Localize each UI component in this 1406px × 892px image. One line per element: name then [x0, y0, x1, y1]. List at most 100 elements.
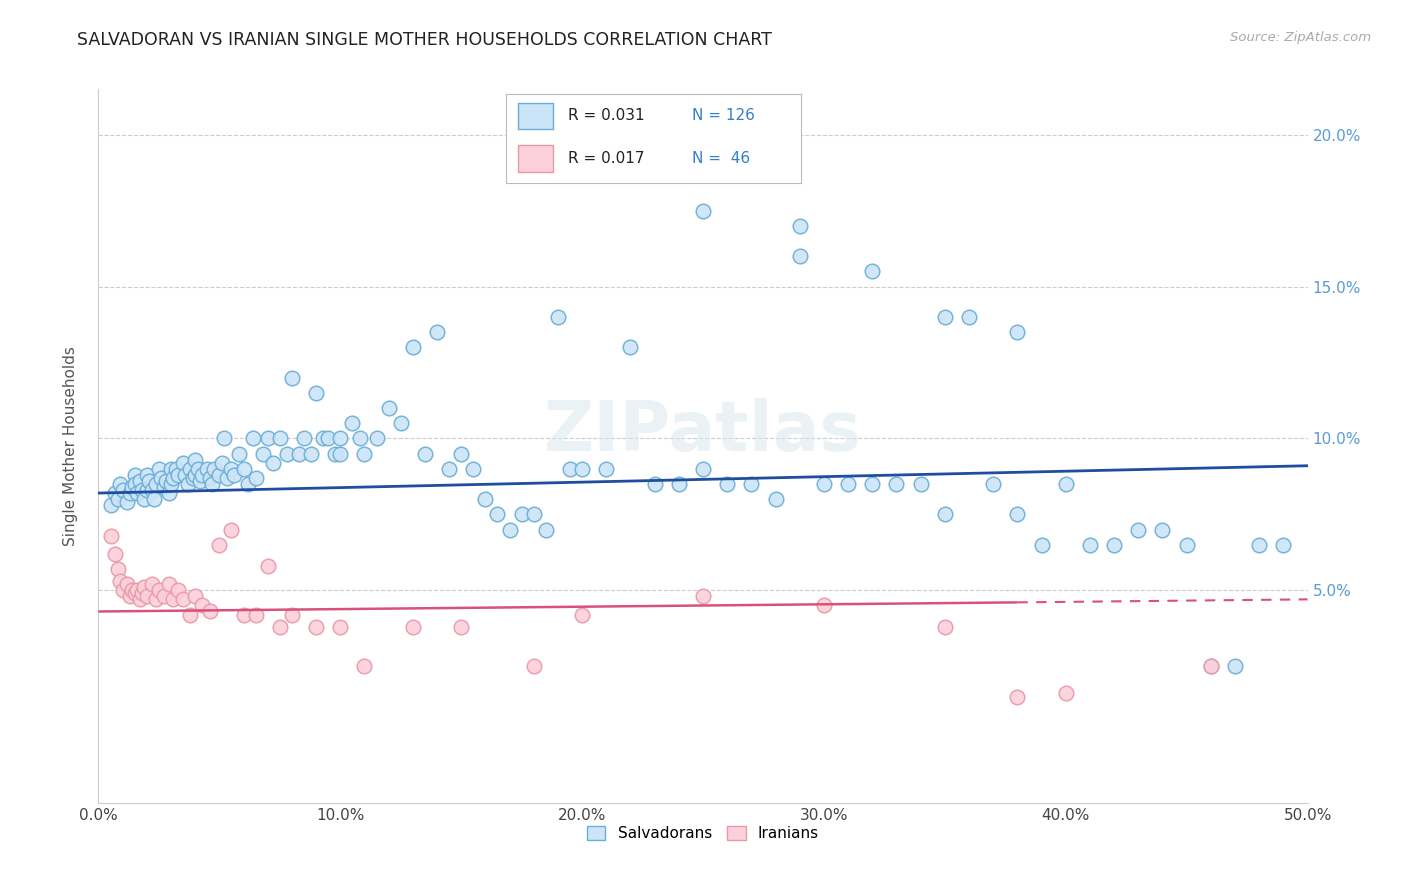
Point: [450, 447, 472, 461]
Point: [238, 477, 260, 491]
Point: [498, 523, 520, 537]
Point: [232, 462, 254, 476]
Point: [474, 492, 496, 507]
Point: [145, 477, 167, 491]
Point: [228, 447, 250, 461]
Point: [1078, 538, 1101, 552]
Point: [692, 590, 714, 604]
Point: [571, 607, 593, 622]
Text: N =  46: N = 46: [692, 152, 751, 166]
Point: [934, 620, 956, 634]
Point: [292, 431, 315, 445]
Point: [450, 620, 472, 634]
Point: [179, 462, 201, 476]
Point: [1031, 538, 1053, 552]
Point: [242, 431, 264, 445]
Point: [1152, 523, 1174, 537]
Point: [366, 431, 388, 445]
Point: [692, 462, 714, 476]
Point: [789, 219, 811, 233]
Point: [402, 620, 425, 634]
Point: [160, 477, 183, 491]
Point: [256, 431, 278, 445]
Point: [1054, 686, 1077, 700]
Point: [245, 607, 267, 622]
Point: [276, 447, 298, 461]
Point: [167, 583, 190, 598]
Point: [329, 620, 352, 634]
Point: [204, 462, 226, 476]
Point: [1102, 538, 1125, 552]
Point: [716, 477, 738, 491]
Point: [329, 431, 352, 445]
Point: [117, 577, 139, 591]
Point: [152, 480, 174, 494]
Point: [813, 477, 835, 491]
Point: [325, 447, 347, 461]
Point: [1272, 538, 1295, 552]
Point: [692, 203, 714, 218]
Point: [117, 495, 139, 509]
Point: [1249, 538, 1271, 552]
Point: [177, 477, 200, 491]
Point: [1199, 659, 1222, 673]
Point: [765, 492, 787, 507]
Point: [162, 471, 184, 485]
Point: [208, 538, 231, 552]
Point: [184, 590, 207, 604]
Point: [668, 477, 690, 491]
Point: [402, 340, 425, 354]
Point: [191, 599, 214, 613]
Point: [644, 477, 666, 491]
Point: [187, 462, 209, 476]
Point: [215, 471, 238, 485]
Point: [124, 586, 146, 600]
Point: [740, 477, 762, 491]
Point: [1223, 659, 1246, 673]
Point: [100, 498, 122, 512]
Point: [252, 447, 274, 461]
Point: [100, 528, 122, 542]
Point: [172, 592, 194, 607]
Point: [299, 447, 322, 461]
Point: [127, 583, 149, 598]
Point: [135, 467, 157, 482]
Point: [143, 492, 166, 507]
Point: [128, 474, 150, 488]
Point: [256, 558, 278, 573]
Point: [934, 310, 956, 324]
Point: [523, 508, 546, 522]
Text: R = 0.017: R = 0.017: [568, 152, 645, 166]
Point: [174, 467, 197, 482]
Point: [198, 605, 221, 619]
Point: [148, 583, 170, 598]
Point: [305, 620, 328, 634]
Point: [162, 592, 184, 607]
Point: [118, 486, 141, 500]
Point: [316, 431, 339, 445]
Text: N = 126: N = 126: [692, 109, 755, 123]
Point: [910, 477, 932, 491]
Point: [837, 477, 859, 491]
Point: [222, 467, 245, 482]
Point: [269, 431, 291, 445]
Point: [389, 416, 412, 430]
Point: [201, 477, 224, 491]
Point: [886, 477, 908, 491]
Point: [179, 607, 201, 622]
Point: [188, 474, 211, 488]
Point: [486, 508, 509, 522]
Point: [141, 483, 163, 497]
Point: [198, 471, 221, 485]
FancyBboxPatch shape: [517, 145, 554, 172]
Point: [124, 477, 146, 491]
Point: [195, 462, 218, 476]
Point: [131, 586, 153, 600]
Text: Source: ZipAtlas.com: Source: ZipAtlas.com: [1230, 31, 1371, 45]
Point: [131, 483, 153, 497]
Point: [1128, 523, 1150, 537]
Point: [1007, 690, 1029, 704]
Point: [349, 431, 371, 445]
Point: [1054, 477, 1077, 491]
Point: [353, 659, 375, 673]
